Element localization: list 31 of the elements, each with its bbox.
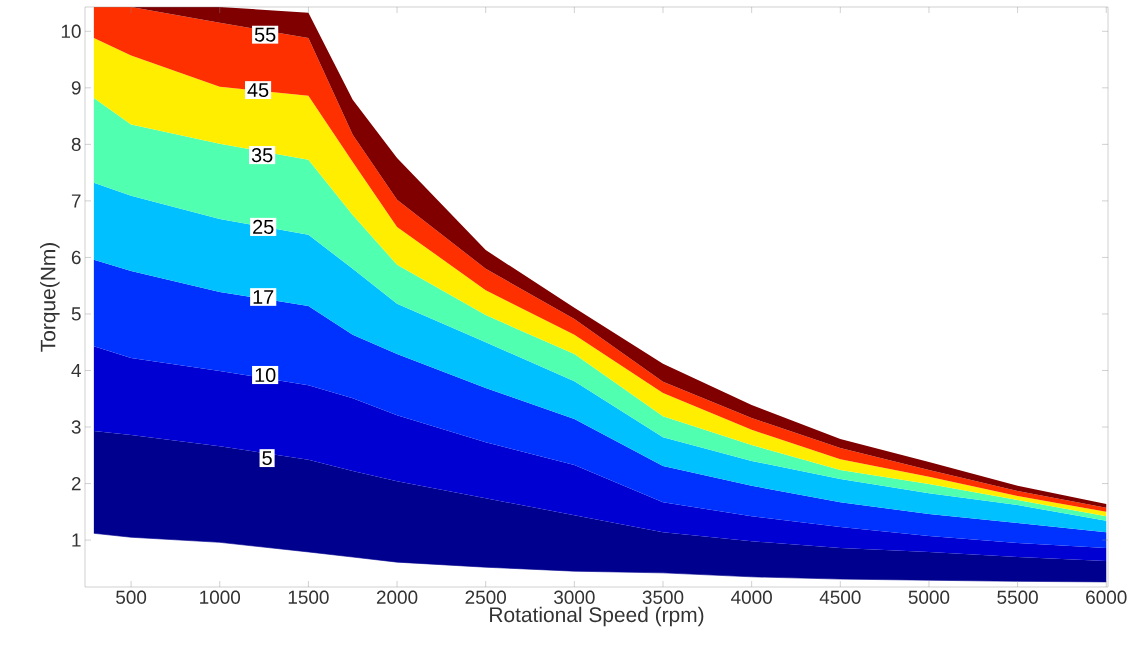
annotation: 10 [255,367,276,383]
x-tick-label: 3000 [554,590,595,604]
x-tick-label: 4000 [731,590,772,604]
y-tick-label: 2 [71,476,81,491]
annotation: 55 [254,27,276,42]
x-tick-label: 1000 [200,590,241,604]
annotation: 17 [253,290,274,304]
annotation: 25 [253,219,274,234]
x-tick-label: 6000 [1086,590,1127,604]
x-tick-label: 2500 [465,590,506,604]
x-tick-label: 2000 [376,590,418,604]
y-axis-title: Torque(Nm) [40,243,60,352]
x-tick-label: 500 [116,590,147,604]
y-tick-label: 4 [71,363,81,377]
y-tick-label: 8 [71,137,81,152]
y-tick-label: 1 [72,533,81,547]
y-tick-label: 9 [71,81,81,95]
y-tick-label: 6 [71,250,81,265]
x-tick-label: 5500 [997,590,1038,604]
x-tick-label: 4500 [819,590,861,604]
y-tick-label: 10 [61,24,81,38]
y-tick-label: 7 [71,194,81,208]
annotation: 35 [251,148,273,163]
y-tick-label: 3 [71,420,81,434]
annotation: 5 [262,451,272,466]
x-axis-title: Rotational Speed (rpm) [490,606,704,627]
x-tick-label: 3500 [642,590,684,604]
annotation: 45 [247,83,269,98]
y-tick-label: 5 [71,307,81,321]
x-tick-label: 1500 [288,590,329,604]
x-tick-label: 5000 [908,590,950,604]
